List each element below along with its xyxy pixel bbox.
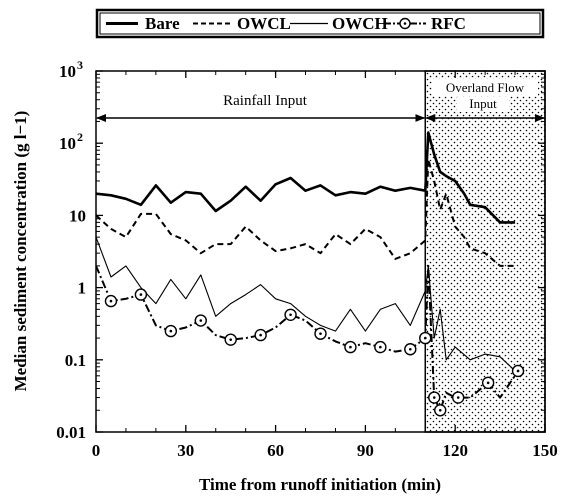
x-tick-label: 0 xyxy=(92,441,101,460)
rfc-marker-dot xyxy=(139,293,143,296)
overland-label-bg xyxy=(432,79,538,96)
rfc-marker-dot xyxy=(229,338,232,341)
legend-label-rfc: RFC xyxy=(431,14,466,33)
x-tick-label: 30 xyxy=(177,441,194,460)
overland-input-label: Input xyxy=(469,96,497,111)
y-tick-label: 0.1 xyxy=(65,351,86,370)
y-tick-label: 10 xyxy=(59,62,76,81)
rfc-marker-dot xyxy=(486,381,490,385)
rfc-marker-dot xyxy=(379,345,382,349)
rfc-marker-dot xyxy=(423,336,427,340)
rfc-marker-dot xyxy=(409,347,412,351)
rfc-marker-dot xyxy=(289,313,292,317)
rfc-marker-dot xyxy=(109,299,113,303)
series-line-owcl xyxy=(96,158,516,267)
series-line-owch xyxy=(96,236,516,372)
rfc-marker-dot xyxy=(432,396,436,399)
y-tick-label: 0.01 xyxy=(56,423,86,442)
y-axis-label: Median sediment concentration (g l−1) xyxy=(11,111,30,392)
rfc-marker-dot xyxy=(438,408,442,412)
y-tick-label: 10 xyxy=(69,206,86,225)
x-tick-label: 150 xyxy=(532,441,558,460)
plot-frame xyxy=(95,70,546,433)
y-tick-exponent: 2 xyxy=(77,130,83,144)
rainfall-input-label: Rainfall Input xyxy=(223,93,308,109)
x-axis-label: Time from runoff initiation (min) xyxy=(199,475,441,494)
y-tick-exponent: 3 xyxy=(77,58,83,72)
legend-inner-box xyxy=(99,12,541,35)
overland-label-bg-2 xyxy=(457,97,509,112)
legend-marker-rfc-dot xyxy=(403,22,407,25)
legend-label-bare: Bare xyxy=(145,14,180,33)
y-tick-label: 10 xyxy=(59,134,76,153)
rfc-marker-dot xyxy=(319,332,322,335)
legend-label-owcl: OWCL xyxy=(237,14,291,33)
overland-flow-region xyxy=(424,70,546,433)
x-tick-label: 60 xyxy=(267,441,284,460)
rfc-marker-dot xyxy=(169,329,173,333)
rfc-marker-dot xyxy=(456,396,460,399)
legend: Bare OWCL OWCH RFC xyxy=(95,8,545,39)
rfc-marker-dot xyxy=(259,333,262,337)
overland-flow-label: Overland Flow xyxy=(446,80,525,95)
y-tick-label: 1 xyxy=(78,279,87,298)
rfc-marker-dot xyxy=(349,345,352,349)
legend-label-owch: OWCH xyxy=(332,14,388,33)
rfc-marker-dot xyxy=(199,319,203,322)
rfc-marker-dot xyxy=(516,369,520,373)
data-series xyxy=(96,131,525,417)
series-line-bare xyxy=(96,131,516,224)
x-tick-label: 90 xyxy=(357,441,374,460)
x-tick-label: 120 xyxy=(442,441,468,460)
